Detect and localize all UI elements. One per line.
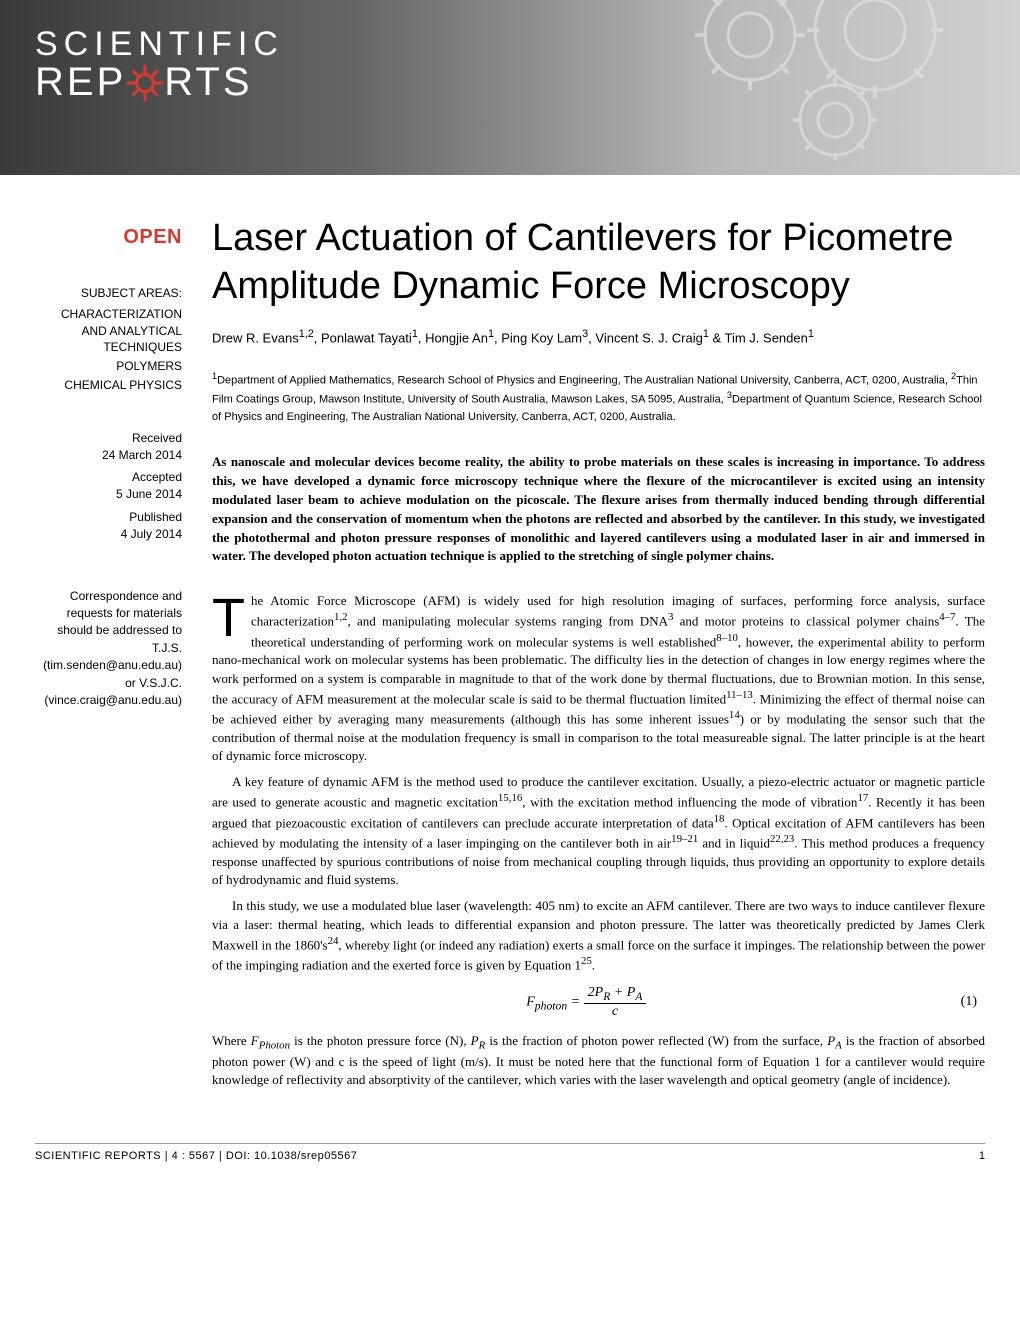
decorative-gears-icon — [650, 0, 980, 165]
page-footer: SCIENTIFIC REPORTS | 4 : 5567 | DOI: 10.… — [35, 1143, 985, 1182]
gear-icon — [124, 62, 166, 104]
subject-area-item: CHARACTERIZATION AND ANALYTICAL TECHNIQU… — [35, 306, 182, 356]
authors-list: Drew R. Evans1,2, Ponlawat Tayati1, Hong… — [212, 328, 985, 345]
abstract-text: As nanoscale and molecular devices becom… — [212, 453, 985, 566]
published-date: 4 July 2014 — [35, 526, 182, 543]
published-label: Published — [35, 509, 182, 526]
journal-header-banner: SCIENTIFIC REP RTS — [0, 0, 1020, 175]
subject-area-item: POLYMERS — [35, 358, 182, 375]
dates-block: Received 24 March 2014 Accepted 5 June 2… — [35, 430, 182, 543]
page-content: OPEN SUBJECT AREAS: CHARACTERIZATION AND… — [0, 175, 1020, 1118]
body-paragraph: A key feature of dynamic AFM is the meth… — [212, 773, 985, 889]
accepted-date: 5 June 2014 — [35, 486, 182, 503]
logo-text-line2: REP RTS — [35, 60, 284, 105]
received-label: Received — [35, 430, 182, 447]
accepted-label: Accepted — [35, 469, 182, 486]
body-paragraph: The Atomic Force Microscope (AFM) is wid… — [212, 592, 985, 765]
subject-area-item: CHEMICAL PHYSICS — [35, 377, 182, 394]
equation-block: Fphoton = 2PR + PA c (1) — [212, 985, 985, 1020]
open-access-badge: OPEN — [35, 223, 182, 251]
body-paragraph: In this study, we use a modulated blue l… — [212, 897, 985, 974]
footer-citation: SCIENTIFIC REPORTS | 4 : 5567 | DOI: 10.… — [35, 1150, 357, 1162]
journal-logo: SCIENTIFIC REP RTS — [35, 25, 284, 105]
article-sidebar: OPEN SUBJECT AREAS: CHARACTERIZATION AND… — [35, 215, 200, 1098]
affiliations-list: 1Department of Applied Mathematics, Rese… — [212, 370, 985, 425]
equation-number: (1) — [961, 994, 985, 1010]
correspondence-block: Correspondence and requests for material… — [35, 588, 182, 710]
subject-areas-heading: SUBJECT AREAS: — [35, 285, 182, 302]
logo-text-line1: SCIENTIFIC — [35, 25, 284, 64]
page-number: 1 — [979, 1150, 985, 1162]
equation-formula: Fphoton = 2PR + PA c — [212, 985, 961, 1020]
article-main: Laser Actuation of Cantilevers for Picom… — [200, 215, 985, 1098]
body-paragraph: Where FPhoton is the photon pressure for… — [212, 1032, 985, 1090]
article-title: Laser Actuation of Cantilevers for Picom… — [212, 215, 985, 310]
received-date: 24 March 2014 — [35, 447, 182, 464]
